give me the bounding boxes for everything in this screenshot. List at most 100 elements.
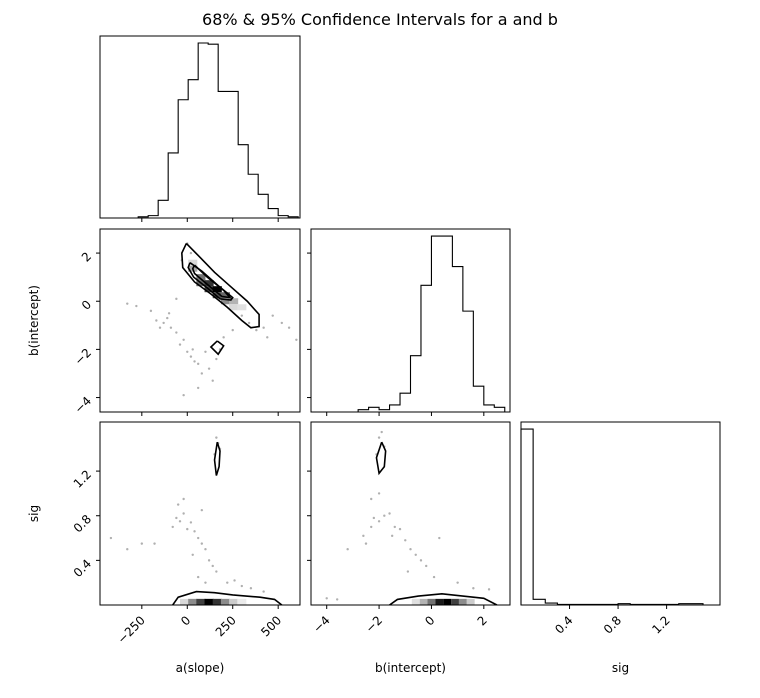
scatter-point xyxy=(178,520,182,523)
scatter-point xyxy=(162,321,165,325)
density-cell xyxy=(188,598,198,605)
contour-level xyxy=(181,242,260,329)
scatter-point xyxy=(182,512,185,515)
panel-frame-a-b xyxy=(99,228,301,413)
density-cell xyxy=(435,598,444,605)
scatter-point xyxy=(377,520,381,523)
scatter-point xyxy=(419,559,423,562)
scatter-point xyxy=(240,314,244,317)
scatter-point xyxy=(207,559,211,562)
panel-frame-hist-a xyxy=(99,35,301,219)
scatter-point xyxy=(109,536,113,540)
panel-frame-a-sig xyxy=(99,421,301,606)
density-cell xyxy=(237,304,247,311)
density-cell xyxy=(229,298,239,305)
scatter-point xyxy=(295,338,298,341)
scatter-point xyxy=(262,590,265,593)
histogram-a xyxy=(137,42,299,218)
contour-level xyxy=(375,441,387,476)
scatter-point xyxy=(182,338,185,341)
panel-a_vs_sig xyxy=(109,436,283,605)
scatter-point xyxy=(414,553,417,556)
y-axis-label-b: b(intercept) xyxy=(27,285,41,356)
scatter-point xyxy=(233,579,236,582)
scatter-point xyxy=(472,587,475,590)
density-cell xyxy=(212,292,222,299)
scatter-point xyxy=(390,534,394,538)
scatter-point xyxy=(196,386,200,390)
density-cell xyxy=(212,286,222,293)
scatter-point xyxy=(280,321,284,325)
panel-frame-hist-sig xyxy=(520,421,721,606)
density-cell xyxy=(451,598,459,605)
scatter-point xyxy=(364,542,368,545)
y-tick-label-sig: 1.2 xyxy=(71,467,94,490)
scatter-point xyxy=(167,312,171,315)
x-axis-label-b: b(intercept) xyxy=(375,661,446,675)
density-cell xyxy=(196,274,206,281)
scatter-point xyxy=(377,492,381,495)
scatter-point xyxy=(178,343,182,346)
scatter-point xyxy=(126,302,129,305)
scatter-point xyxy=(200,372,204,375)
x-tick-label-a: 250 xyxy=(213,613,239,639)
density-cell xyxy=(229,598,239,605)
x-tick-label-sig: 1.2 xyxy=(649,613,672,636)
scatter-point xyxy=(149,309,153,313)
density-cell xyxy=(180,598,190,605)
scatter-point xyxy=(409,548,412,551)
scatter-point xyxy=(335,598,339,601)
scatter-point xyxy=(193,530,196,533)
scatter-point xyxy=(432,575,436,579)
x-tick-label-sig: 0.8 xyxy=(601,613,624,636)
panel-frame-hist-b xyxy=(310,228,511,413)
scatter-point xyxy=(171,525,174,529)
histogram-sig xyxy=(520,428,704,605)
scatter-point xyxy=(215,357,218,361)
density-cell xyxy=(220,292,230,299)
scatter-point xyxy=(196,536,200,540)
x-tick-label-b: −2 xyxy=(363,613,385,635)
scatter-point xyxy=(158,326,162,329)
scatter-point xyxy=(255,328,258,332)
scatter-point xyxy=(196,575,200,579)
scatter-point xyxy=(207,367,211,370)
scatter-point xyxy=(388,512,391,515)
scatter-point xyxy=(204,350,207,354)
y-tick-label-b: −2 xyxy=(72,346,94,368)
scatter-point xyxy=(196,362,200,366)
x-tick-label-b: 0 xyxy=(422,613,437,628)
scatter-point xyxy=(155,319,158,322)
scatter-point xyxy=(200,508,204,512)
contour-level xyxy=(389,593,498,605)
scatter-point xyxy=(211,379,214,382)
density-cell xyxy=(212,598,222,605)
x-tick-label-sig: 0.4 xyxy=(552,613,575,636)
scatter-point xyxy=(456,581,459,584)
scatter-point xyxy=(175,297,178,301)
scatter-point xyxy=(153,542,156,545)
x-axis-label-sig: sig xyxy=(612,661,629,675)
scatter-point xyxy=(135,304,138,308)
scatter-point xyxy=(325,597,328,600)
y-tick-label-b: 0 xyxy=(79,297,94,312)
y-tick-label-sig: 0.4 xyxy=(71,557,94,580)
panel-a_vs_b xyxy=(126,242,298,397)
scatter-point xyxy=(425,564,428,568)
scatter-point xyxy=(204,548,207,551)
scatter-point xyxy=(404,539,407,542)
scatter-point xyxy=(189,521,193,524)
density-cell xyxy=(196,598,206,605)
scatter-point xyxy=(191,553,194,556)
scatter-point xyxy=(126,548,129,551)
scatter-point xyxy=(249,587,253,590)
scatter-point xyxy=(222,336,225,339)
scatter-point xyxy=(166,316,169,320)
density-cell xyxy=(204,598,214,605)
scatter-point xyxy=(372,516,376,520)
scatter-point xyxy=(247,321,251,325)
scatter-point xyxy=(182,393,185,397)
density-cell xyxy=(466,598,475,605)
panel-frame-b-sig xyxy=(310,421,511,606)
